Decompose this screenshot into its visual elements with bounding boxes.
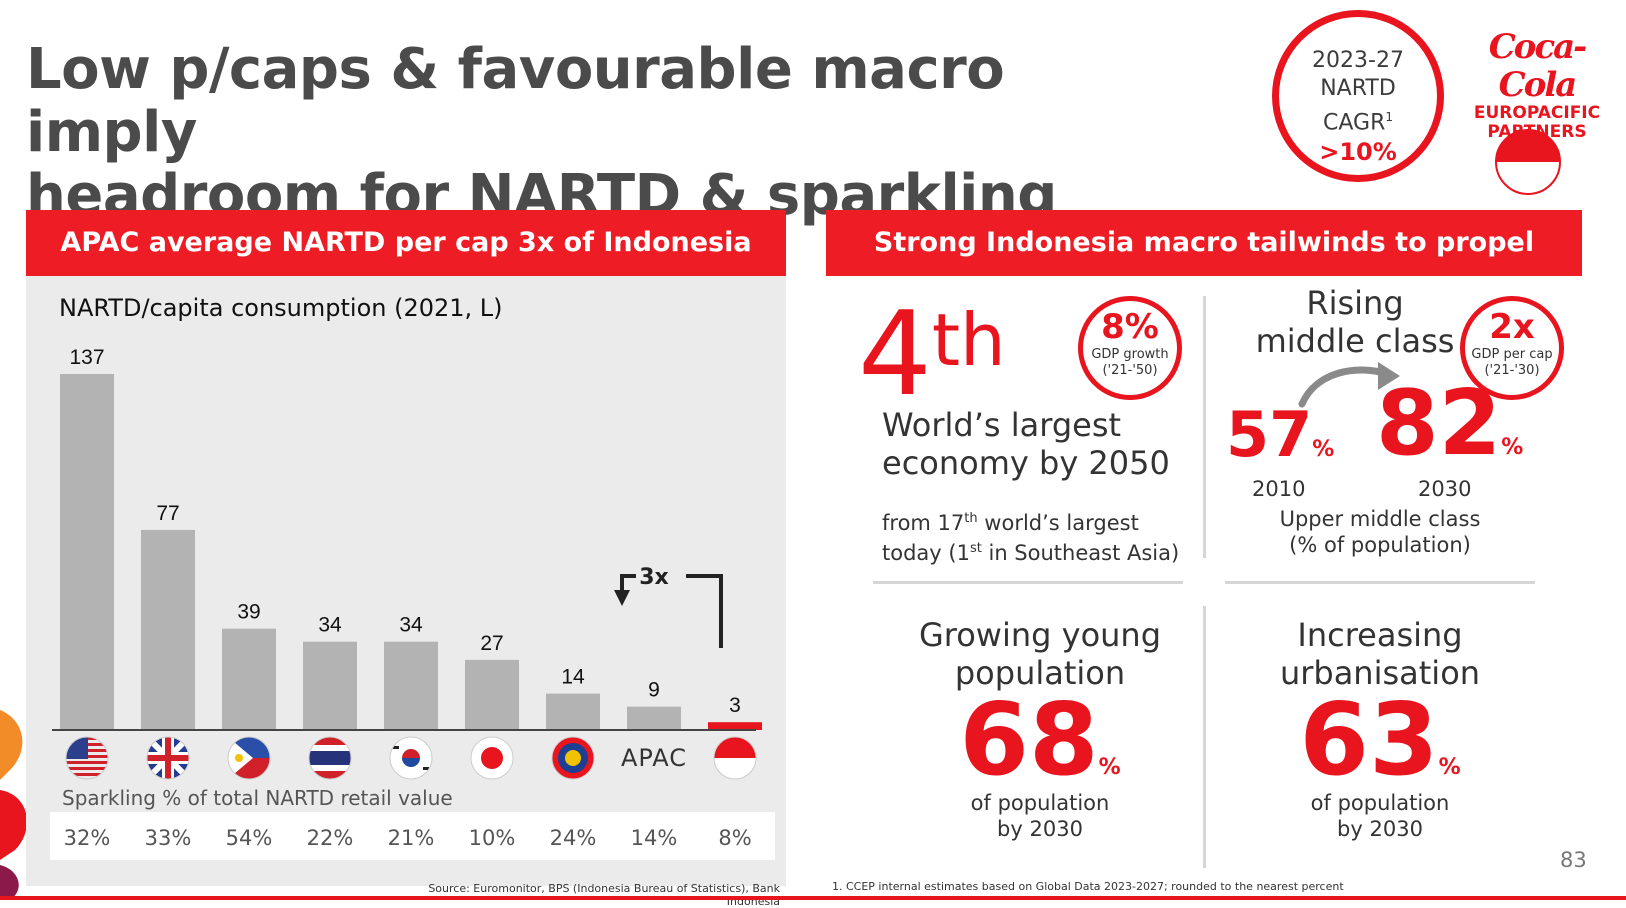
bar-value-label: 34 <box>399 614 423 637</box>
bar-value-label: 14 <box>561 666 585 689</box>
sparkling-share-cell: 54% <box>225 826 273 850</box>
urbanisation-value: 63% <box>1299 681 1461 798</box>
bar-united-kingdom <box>141 529 195 730</box>
uk-flag-icon <box>146 736 190 780</box>
source-note: Source: Euromonitor, BPS (Indonesia Bure… <box>428 882 780 908</box>
japan-flag-icon <box>470 736 514 780</box>
cagr-value: >10% <box>1319 138 1397 167</box>
bar-chart: 137 77 39 34 34 27 14 9 3 APAC 3x <box>52 346 762 780</box>
apac-label: APAC <box>621 744 687 772</box>
sparkling-share-cell: 8% <box>718 826 752 850</box>
asean-flag-icon <box>551 736 595 780</box>
sparkling-share-cell: 22% <box>306 826 354 850</box>
indonesia-flag-icon <box>713 736 757 780</box>
economy-subtext: from 17th world’s largest today (1st in … <box>882 511 1180 565</box>
sparkling-share-cell: 10% <box>468 826 516 850</box>
sparkling-share-cell: 14% <box>630 826 678 850</box>
gdp-growth-badge: 8% GDP growth ('21-'50) <box>1078 296 1182 400</box>
bar-asean <box>546 693 600 730</box>
chart-title: NARTD/capita consumption (2021, L) <box>59 294 503 322</box>
indonesia-flag-icon <box>1495 129 1561 195</box>
bar-value-label: 34 <box>318 614 342 637</box>
cagr-badge: 2023-27 NARTD CAGR1 >10% <box>1272 10 1444 182</box>
middle-class-2030: 82% <box>1376 371 1524 476</box>
thailand-flag-icon <box>308 736 352 780</box>
bar-value-label: 27 <box>480 632 503 655</box>
right-banner: Strong Indonesia macro tailwinds to prop… <box>826 210 1582 324</box>
south-korea-flag-icon <box>389 736 433 780</box>
bar-value-label: 3 <box>729 694 741 717</box>
page-number: 83 <box>1560 848 1587 872</box>
bar-south-korea <box>384 641 438 730</box>
philippines-flag-icon <box>227 736 271 780</box>
annotation-bracket-stem <box>620 574 636 590</box>
bar-philippines <box>222 628 276 730</box>
us-flag-icon <box>65 736 109 780</box>
young-population-heading: Growing young population <box>918 616 1162 692</box>
gdp-per-cap-badge: 2x GDP per cap ('21-'30) <box>1460 296 1564 400</box>
decorative-swoosh <box>0 710 28 900</box>
economy-heading: World’s largest economy by 2050 <box>882 406 1170 482</box>
bar-value-label: 9 <box>648 679 660 702</box>
bar-united-states <box>60 374 114 730</box>
sparkling-share-row <box>50 812 775 860</box>
bar-value-label: 137 <box>69 346 104 369</box>
middle-class-caption: Upper middle class (% of population) <box>1279 507 1481 557</box>
bar-thailand <box>303 641 357 730</box>
bar-value-label: 77 <box>156 502 179 525</box>
sparkling-share-cell: 21% <box>387 826 435 850</box>
divider-horizontal-right <box>1225 581 1535 584</box>
bar-apac <box>627 706 681 730</box>
footnote: 1. CCEP internal estimates based on Glob… <box>832 880 1344 893</box>
bottom-accent-bar <box>0 896 1626 900</box>
left-banner: APAC average NARTD per cap 3x of Indones… <box>26 210 786 276</box>
divider-vertical-top <box>1203 296 1206 558</box>
urbanisation-heading: Increasing urbanisation <box>1279 616 1481 692</box>
divider-vertical-bottom <box>1203 606 1206 868</box>
young-population-value: 68% <box>959 681 1121 798</box>
sparkling-label: Sparkling % of total NARTD retail value <box>62 786 453 810</box>
annotation-bracket-right <box>686 574 723 648</box>
middle-class-2010: 57% <box>1226 398 1335 471</box>
year-2030: 2030 <box>1418 477 1472 501</box>
urbanisation-caption: of population by 2030 <box>1310 791 1450 841</box>
bar-japan <box>465 659 519 730</box>
rank-value: 4th <box>858 287 1006 422</box>
bar-indonesia <box>708 722 762 730</box>
growth-arrow-icon <box>1298 362 1400 408</box>
divider-horizontal-left <box>873 581 1183 584</box>
sparkling-share-cell: 33% <box>144 826 192 850</box>
bar-value-label: 39 <box>237 601 260 624</box>
annotation-arrow-icon <box>614 590 630 606</box>
sparkling-share-cell: 24% <box>549 826 597 850</box>
year-2010: 2010 <box>1252 477 1306 501</box>
young-population-caption: of population by 2030 <box>970 791 1110 841</box>
middle-class-heading: Rising middle class <box>1255 284 1455 360</box>
company-logo: Coca-Cola EUROPACIFIC PARTNERS <box>1473 27 1601 142</box>
page-title: Low p/caps & favourable macro imply head… <box>26 37 1057 228</box>
annotation-3x: 3x <box>639 565 669 590</box>
sparkling-share-cell: 32% <box>63 826 111 850</box>
